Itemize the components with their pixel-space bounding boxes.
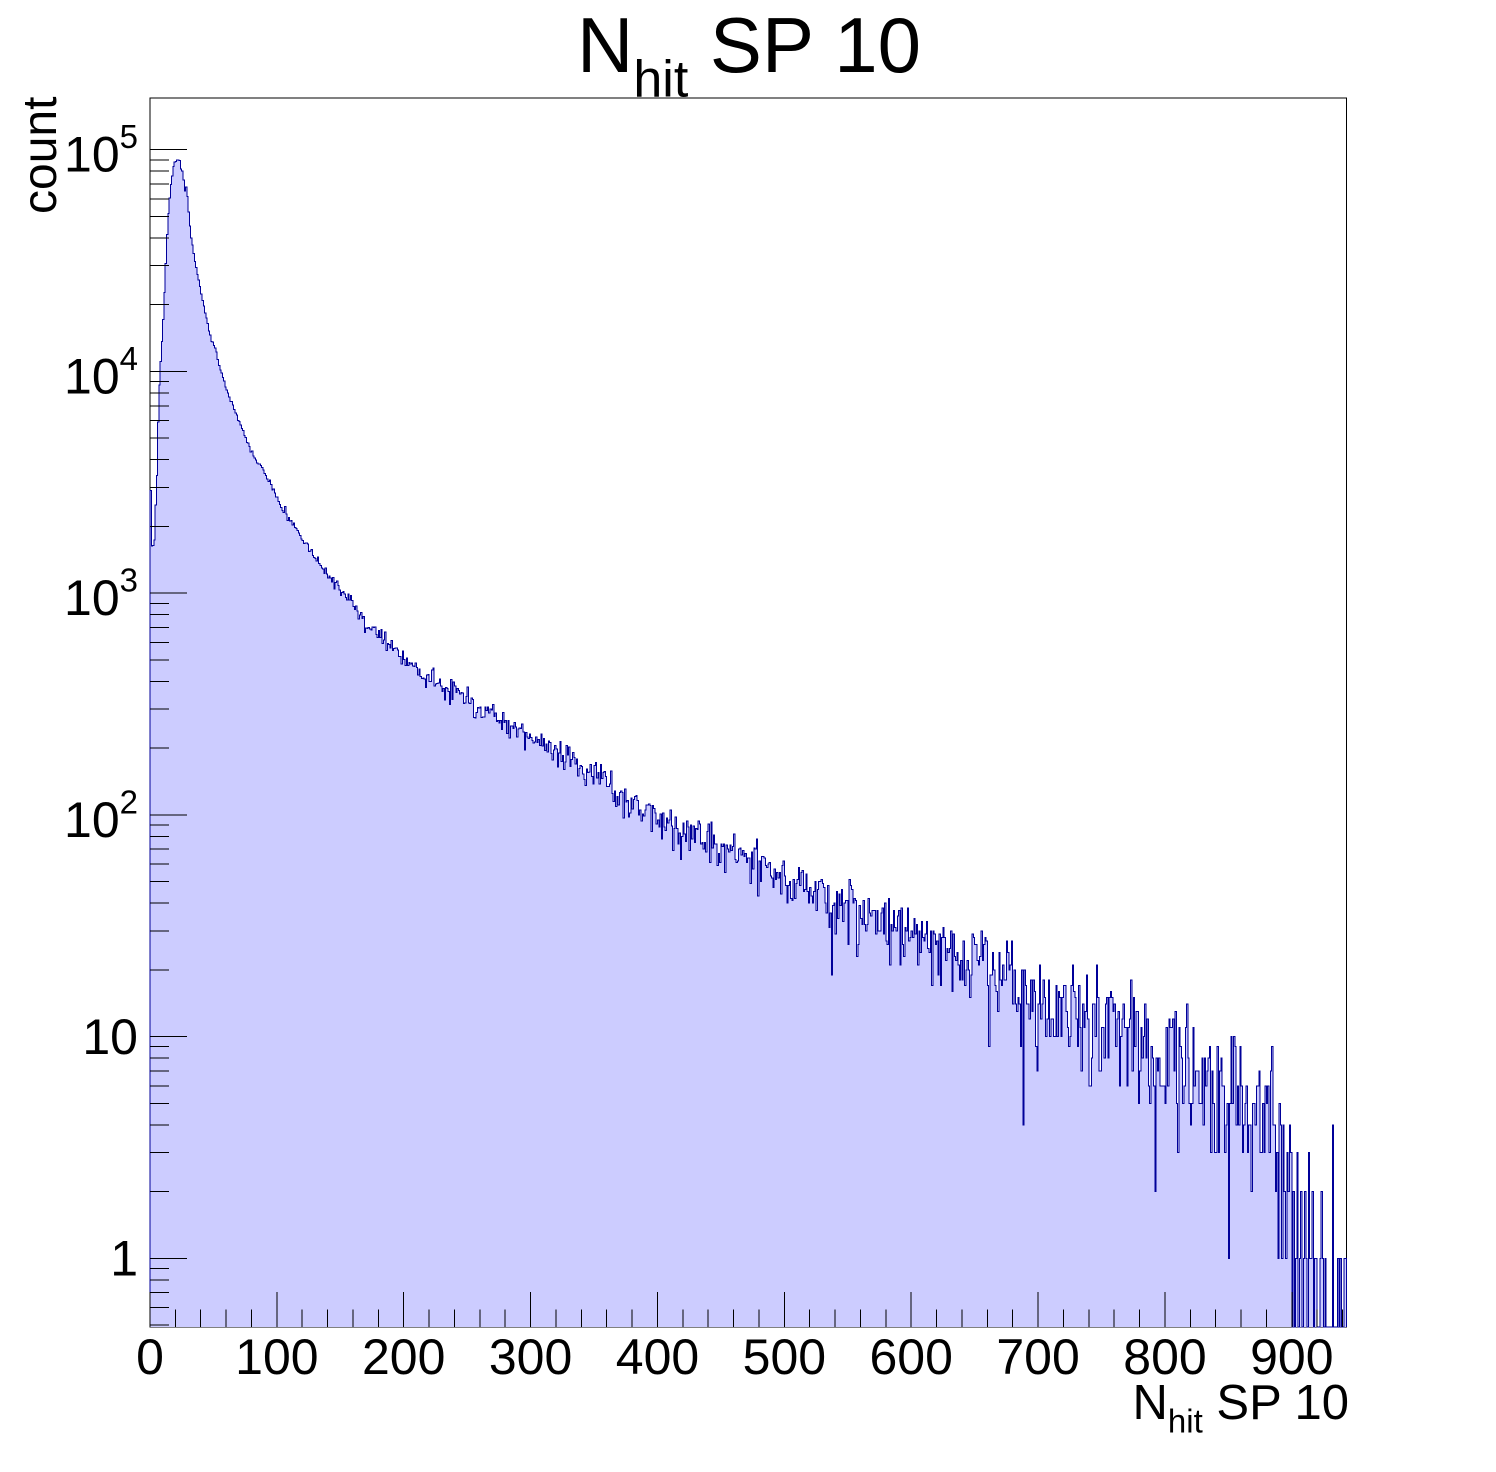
svg-text:10: 10 — [82, 1009, 138, 1065]
svg-text:500: 500 — [743, 1329, 826, 1385]
svg-text:1: 1 — [110, 1231, 138, 1287]
svg-text:700: 700 — [996, 1329, 1079, 1385]
svg-text:100: 100 — [235, 1329, 318, 1385]
svg-text:0: 0 — [136, 1329, 164, 1385]
svg-text:900: 900 — [1250, 1329, 1333, 1385]
svg-text:600: 600 — [869, 1329, 952, 1385]
svg-text:800: 800 — [1123, 1329, 1206, 1385]
svg-text:300: 300 — [489, 1329, 572, 1385]
svg-text:102: 102 — [64, 783, 138, 848]
svg-text:400: 400 — [616, 1329, 699, 1385]
svg-text:200: 200 — [362, 1329, 445, 1385]
svg-text:count: count — [14, 97, 67, 214]
svg-text:Nhit SP 10: Nhit SP 10 — [1133, 1376, 1349, 1440]
